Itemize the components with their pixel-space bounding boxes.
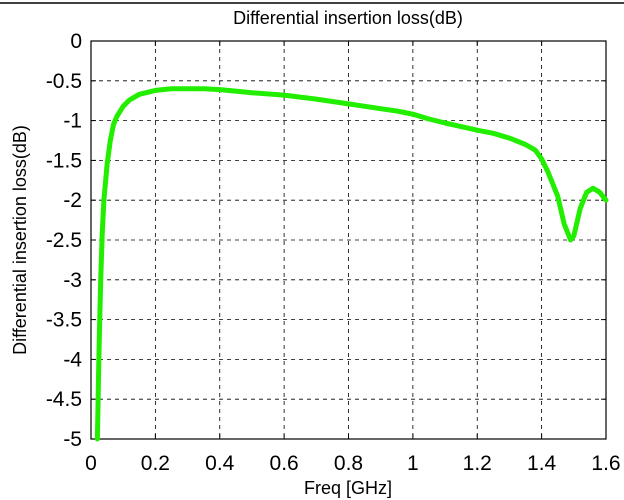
x-tick-label: 1.2 (463, 452, 492, 475)
y-tick-label: -3 (63, 269, 82, 292)
y-tick-label: -1 (63, 110, 82, 133)
y-tick-label: -1.5 (46, 149, 82, 172)
grid (91, 41, 606, 439)
x-tick-label: 1 (407, 452, 419, 475)
x-tick-label: 0.6 (270, 452, 299, 475)
y-tick-label: -4 (63, 348, 82, 371)
x-tick-label: 0.2 (141, 452, 170, 475)
y-tick-label: -2 (63, 189, 82, 212)
y-tick-label: -5 (63, 428, 82, 451)
axis-ticks: 0 0.2 0.4 0.6 0.8 1 1.2 1.4 1.6 0 -0.5 -1 -1.5 -2 -2.5… (46, 30, 621, 475)
x-tick-label: 1.6 (591, 452, 620, 475)
y-tick-label: -0.5 (46, 70, 82, 93)
y-axis-label: Differential insertion loss(dB) (10, 125, 30, 355)
y-tick-label: -3.5 (46, 309, 82, 332)
x-tick-label: 1.4 (527, 452, 557, 475)
series-line (94, 86, 609, 442)
series-layer (94, 86, 609, 442)
x-tick-label: 0 (85, 452, 97, 475)
x-tick-label: 0.8 (334, 452, 363, 475)
y-tick-label: 0 (70, 30, 82, 53)
chart-title: Differential insertion loss(dB) (233, 8, 463, 28)
x-axis-label: Freq [GHz] (304, 478, 392, 498)
y-tick-label: -2.5 (46, 229, 82, 252)
x-tick-label: 0.4 (205, 452, 235, 475)
y-tick-label: -4.5 (46, 388, 82, 411)
